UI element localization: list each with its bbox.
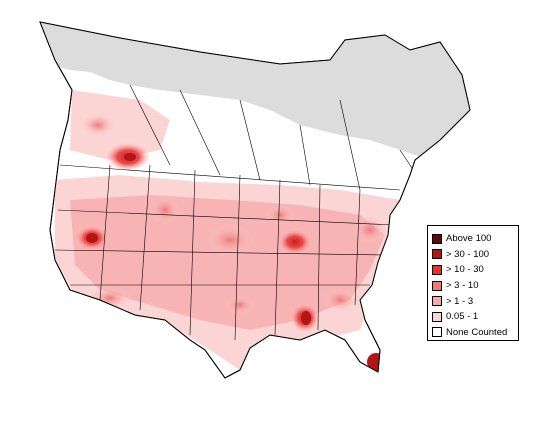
legend-item: 0.05 - 1 [432,309,514,325]
political-borders [54,84,421,341]
legend-label: > 3 - 10 [446,280,479,292]
hotspot-great-lakes [266,205,294,225]
legend-swatch [432,264,442,275]
hotspot-northwest-2 [80,113,116,137]
legend: Above 100 > 30 - 100 > 10 - 30 > 3 - 10 … [427,225,519,341]
legend-swatch [432,233,442,244]
legend-swatch [432,327,442,338]
legend-label: > 10 - 30 [446,264,484,276]
hotspot-florida [367,353,385,371]
hotspot-plains [206,224,254,256]
hotspot-gulf-deep [301,311,311,325]
outside-range-area-2 [330,40,470,150]
legend-swatch [432,311,442,322]
hotspot-southeast [322,288,358,312]
legend-item: > 10 - 30 [432,262,514,278]
legend-swatch [432,249,442,260]
hotspot-northwest-deep [124,153,136,161]
legend-swatch [432,280,442,291]
legend-label: 0.05 - 1 [446,311,479,323]
legend-item: > 30 - 100 [432,247,514,263]
legend-item: > 1 - 3 [432,293,514,309]
legend-swatch [432,296,442,307]
abundance-wash-north [70,90,170,160]
coastline [39,21,471,379]
legend-label: > 30 - 100 [446,248,490,260]
hotspot-california-deep [86,233,98,243]
hotspot-idaho [149,196,181,224]
legend-label: Above 100 [446,233,492,245]
abundance-wash-2 [70,195,385,330]
legend-label: > 1 - 3 [446,295,474,307]
hotspot-east [354,216,386,244]
legend-item: > 3 - 10 [432,278,514,294]
legend-item: None Counted [432,325,514,341]
hotspot-midwest [279,230,311,254]
legend-item: Above 100 [432,231,514,247]
legend-label: None Counted [446,326,508,338]
hotspot-texas [226,295,254,315]
